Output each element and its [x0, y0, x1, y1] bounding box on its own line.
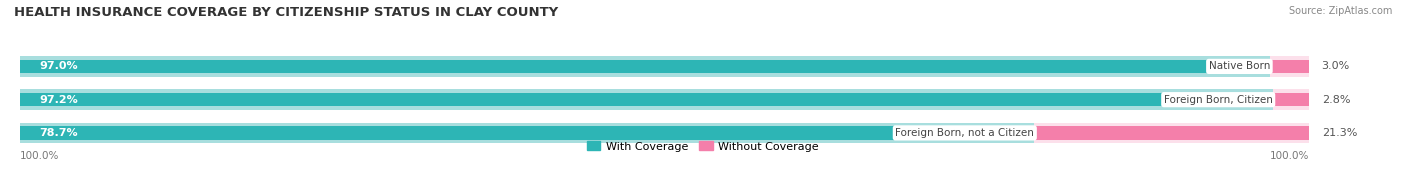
Text: 97.0%: 97.0% — [39, 61, 77, 71]
Text: Foreign Born, not a Citizen: Foreign Born, not a Citizen — [896, 128, 1035, 138]
Text: HEALTH INSURANCE COVERAGE BY CITIZENSHIP STATUS IN CLAY COUNTY: HEALTH INSURANCE COVERAGE BY CITIZENSHIP… — [14, 6, 558, 19]
Text: 21.3%: 21.3% — [1322, 128, 1357, 138]
Text: Source: ZipAtlas.com: Source: ZipAtlas.com — [1288, 6, 1392, 16]
Bar — [20, 93, 1272, 106]
Bar — [20, 56, 1309, 77]
Bar — [20, 123, 1035, 143]
Text: 2.8%: 2.8% — [1322, 95, 1350, 105]
Bar — [20, 60, 1270, 73]
Bar — [1270, 60, 1309, 73]
Bar — [20, 123, 1309, 143]
Text: Native Born: Native Born — [1209, 61, 1270, 71]
Text: Foreign Born, Citizen: Foreign Born, Citizen — [1164, 95, 1272, 105]
Text: 100.0%: 100.0% — [20, 151, 59, 161]
Text: 3.0%: 3.0% — [1322, 61, 1350, 71]
Bar — [1270, 56, 1309, 77]
Bar — [20, 89, 1272, 110]
Bar — [1272, 93, 1309, 106]
Bar — [20, 56, 1270, 77]
Bar — [1035, 126, 1309, 140]
Bar — [20, 126, 1035, 140]
Bar — [1272, 89, 1309, 110]
Bar — [20, 89, 1309, 110]
Text: 78.7%: 78.7% — [39, 128, 77, 138]
Legend: With Coverage, Without Coverage: With Coverage, Without Coverage — [582, 137, 824, 156]
Text: 100.0%: 100.0% — [1270, 151, 1309, 161]
Text: 97.2%: 97.2% — [39, 95, 77, 105]
Bar — [1035, 123, 1309, 143]
